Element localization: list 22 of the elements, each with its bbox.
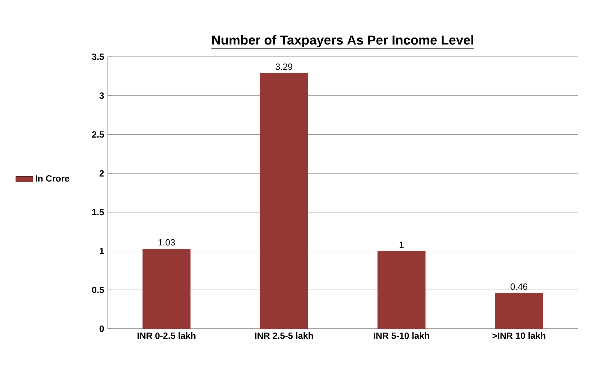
bar	[260, 73, 308, 329]
x-tick-label: INR 0-2.5 lakh	[138, 332, 196, 340]
data-label: 3.29	[276, 64, 293, 70]
bar	[142, 248, 191, 329]
x-tick-label: >INR 10 lakh	[492, 332, 546, 340]
y-tick-label: 1	[100, 248, 104, 254]
y-tick-label: 0	[100, 326, 104, 332]
x-tick-label: INR 5-10 lakh	[374, 332, 430, 340]
y-tick-label: 3.5	[92, 54, 104, 60]
y-tick-label: 2	[100, 170, 104, 177]
bar	[378, 251, 426, 329]
y-tick-label: 3	[100, 92, 104, 100]
x-tick-label: INR 2.5-5 lakh	[255, 332, 314, 340]
bar	[495, 293, 544, 329]
y-tick-label: 0.5	[92, 286, 104, 294]
y-tick-label: 1.5	[92, 209, 104, 216]
data-label: 1	[400, 242, 404, 248]
legend-label: In Crore	[36, 176, 70, 182]
chart-title: Number of Taxpayers As Per Income Level	[212, 35, 474, 48]
y-tick-label: 2.5	[92, 132, 104, 138]
data-label: 0.46	[510, 284, 528, 290]
data-label: 1.03	[158, 239, 176, 246]
